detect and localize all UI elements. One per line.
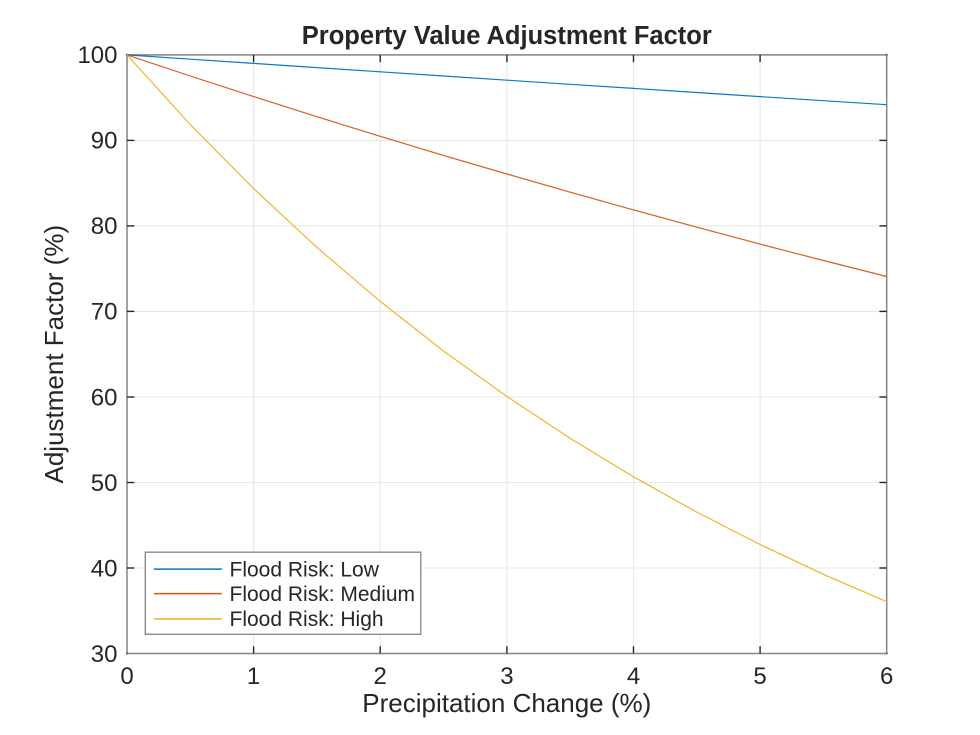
- svg-text:100: 100: [77, 42, 117, 69]
- svg-text:Property Value Adjustment Fact: Property Value Adjustment Factor: [302, 22, 712, 50]
- svg-text:60: 60: [91, 384, 118, 411]
- svg-text:Flood Risk: High: Flood Risk: High: [230, 608, 384, 631]
- svg-text:Flood Risk: Medium: Flood Risk: Medium: [230, 583, 416, 606]
- svg-text:Adjustment Factor (%): Adjustment Factor (%): [39, 225, 69, 484]
- svg-text:5: 5: [753, 663, 766, 690]
- svg-text:6: 6: [880, 663, 893, 690]
- svg-text:2: 2: [374, 663, 387, 690]
- svg-text:3: 3: [500, 663, 513, 690]
- svg-text:Flood Risk: Low: Flood Risk: Low: [230, 558, 380, 581]
- svg-text:0: 0: [120, 663, 133, 690]
- svg-text:70: 70: [91, 299, 118, 326]
- svg-text:1: 1: [247, 663, 260, 690]
- svg-text:Precipitation Change (%): Precipitation Change (%): [362, 688, 651, 718]
- svg-text:90: 90: [91, 128, 118, 155]
- svg-text:80: 80: [91, 213, 118, 240]
- svg-text:30: 30: [91, 641, 118, 668]
- svg-text:40: 40: [91, 555, 118, 582]
- svg-text:4: 4: [627, 663, 640, 690]
- svg-text:50: 50: [91, 470, 118, 497]
